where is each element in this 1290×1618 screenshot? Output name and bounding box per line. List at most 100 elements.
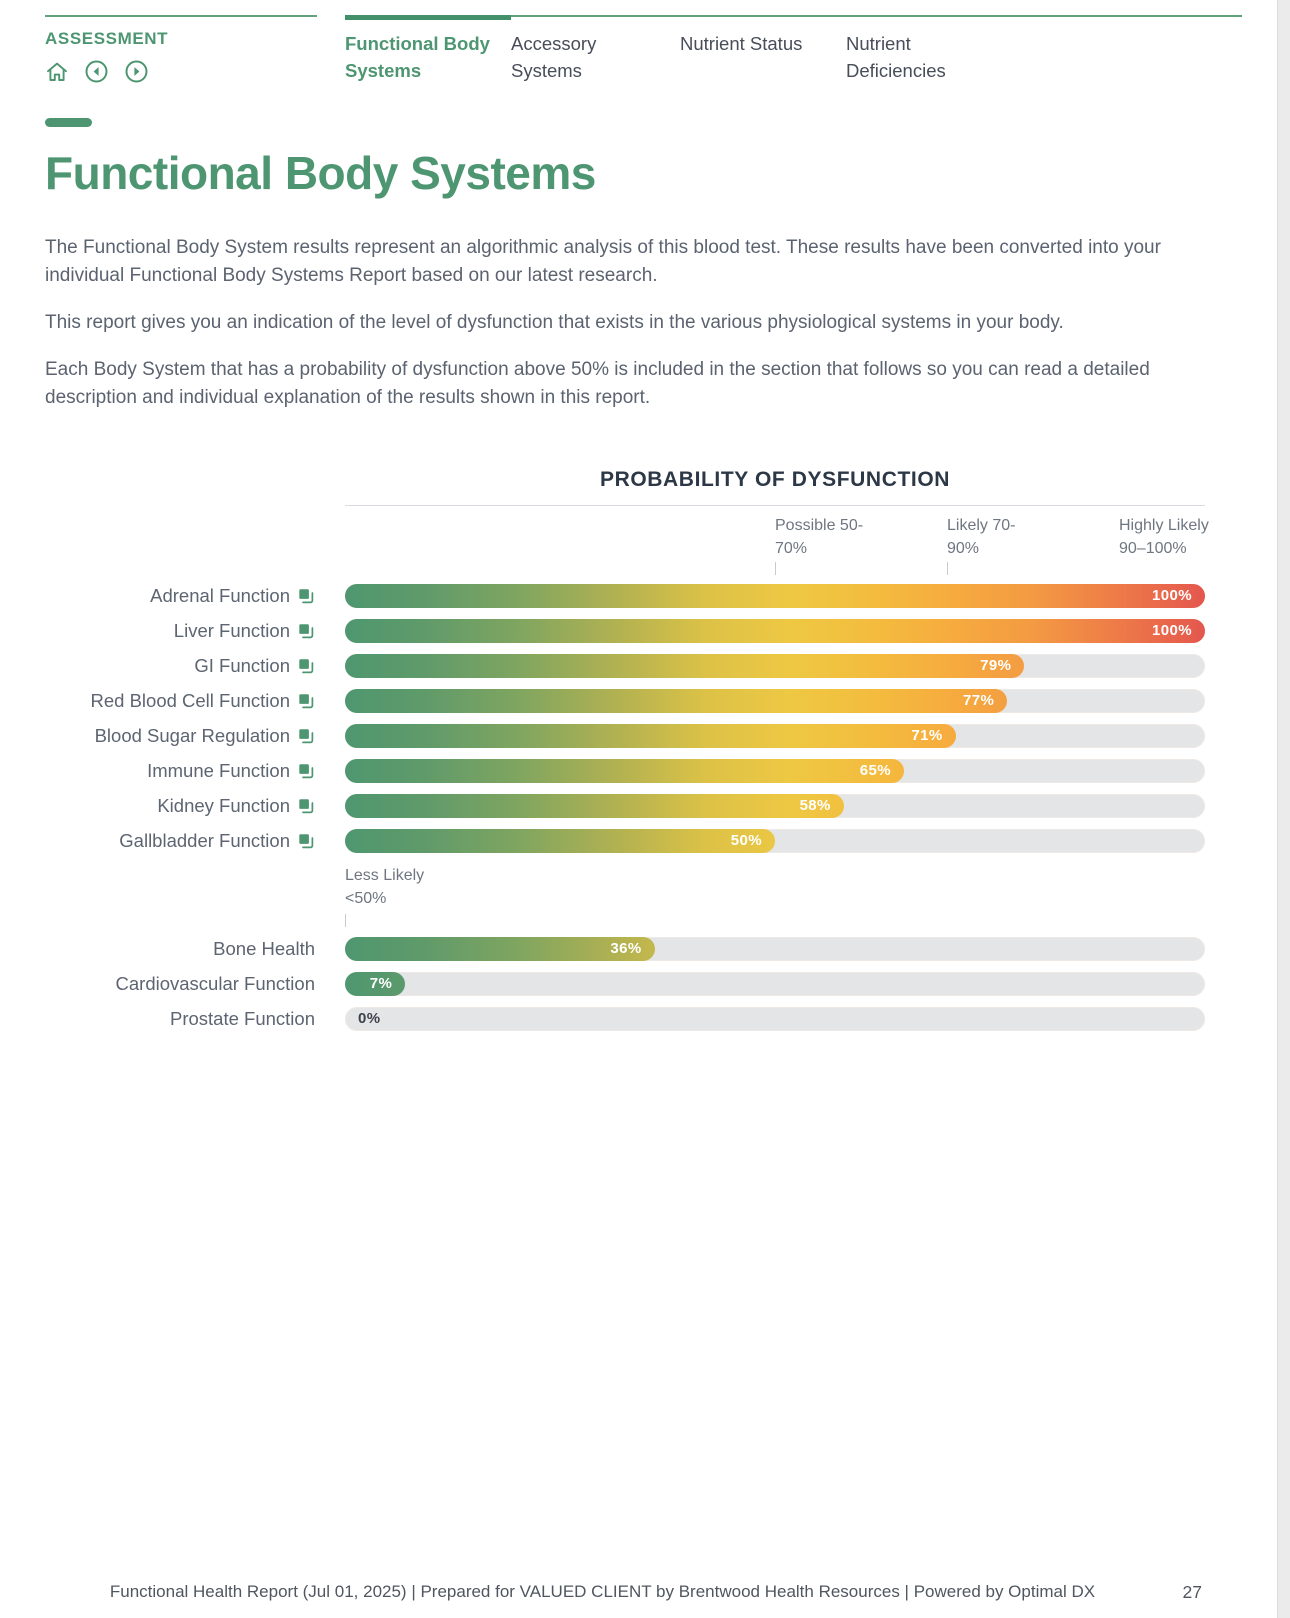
bar-value: 58% xyxy=(799,797,831,814)
bar-fill: 7% xyxy=(345,972,406,996)
tab-label: Nutrient Deficiencies xyxy=(846,33,946,81)
bar-label-text: Gallbladder Function xyxy=(119,830,290,851)
tab-bar: Functional Body Systems Accessory Systems… xyxy=(345,15,1242,84)
tab-nutrient-deficiencies[interactable]: Nutrient Deficiencies xyxy=(846,15,1242,84)
bar-gradient xyxy=(345,794,844,818)
bar-gradient xyxy=(345,584,1205,608)
chart-row-immune-function: Immune Function 65% xyxy=(45,759,1205,783)
chart-rows: Adrenal Function 100% Liver Function 100%… xyxy=(45,584,1205,1031)
bar-fill: 100% xyxy=(345,619,1205,643)
section-label: ASSESSMENT xyxy=(45,29,169,48)
report-link-icon[interactable] xyxy=(297,727,315,745)
threshold-label-highly-likely: Highly Likely 90–100% xyxy=(1119,517,1209,557)
bar-label-text: Liver Function xyxy=(173,620,290,641)
bar-value: 36% xyxy=(610,940,642,957)
bar-label-text: Prostate Function xyxy=(170,1008,315,1029)
page-title: Functional Body Systems xyxy=(45,147,596,199)
bar-label: Adrenal Function xyxy=(45,585,345,607)
bar-label: Prostate Function xyxy=(45,1008,345,1030)
bar-label: Liver Function xyxy=(45,620,345,642)
chart-row-cardiovascular-function: Cardiovascular Function 7% xyxy=(45,972,1205,996)
prev-circle-icon[interactable] xyxy=(84,59,109,84)
chart-row-adrenal-function: Adrenal Function 100% xyxy=(45,584,1205,608)
chart-row-bone-health: Bone Health 36% xyxy=(45,937,1205,961)
bar-gradient xyxy=(345,654,1025,678)
threshold-tick xyxy=(775,562,776,575)
less-likely-label: Less Likely <50% xyxy=(345,864,1205,927)
next-circle-icon[interactable] xyxy=(124,59,149,84)
tab-nutrient-status[interactable]: Nutrient Status xyxy=(680,15,846,84)
report-link-icon[interactable] xyxy=(297,762,315,780)
bar-gradient xyxy=(345,689,1008,713)
bar-fill: 77% xyxy=(345,689,1008,713)
report-link-icon[interactable] xyxy=(297,622,315,640)
bar-value: 100% xyxy=(1152,622,1192,639)
chart-row-gi-function: GI Function 79% xyxy=(45,654,1205,678)
bar-label-text: Bone Health xyxy=(213,938,315,959)
bar-gradient xyxy=(345,619,1205,643)
bar-label: GI Function xyxy=(45,655,345,677)
bar-value: 65% xyxy=(859,762,891,779)
bar-fill: 58% xyxy=(345,794,844,818)
bar-label: Cardiovascular Function xyxy=(45,973,345,995)
bar-label-text: Cardiovascular Function xyxy=(115,973,315,994)
nav-icons xyxy=(45,59,317,84)
report-link-icon[interactable] xyxy=(297,657,315,675)
footer-text: Functional Health Report (Jul 01, 2025) … xyxy=(109,1582,1096,1601)
bar-value: 71% xyxy=(911,727,943,744)
report-link-icon[interactable] xyxy=(297,587,315,605)
bar-track: 79% xyxy=(345,654,1205,678)
page-number: 27 xyxy=(1182,1582,1202,1602)
tab-functional-body-systems[interactable]: Functional Body Systems xyxy=(345,15,511,84)
threshold-tick xyxy=(947,562,948,575)
bar-value: 7% xyxy=(369,975,393,992)
bar-track: 36% xyxy=(345,937,1205,961)
tab-label: Functional Body Systems xyxy=(345,33,490,81)
bar-track: 58% xyxy=(345,794,1205,818)
bar-track: 0% xyxy=(345,1007,1205,1031)
chart-row-red-blood-cell-function: Red Blood Cell Function 77% xyxy=(45,689,1205,713)
tab-label: Nutrient Status xyxy=(680,33,803,54)
intro-paragraph-3: Each Body System that has a probability … xyxy=(45,359,1150,408)
bar-fill: 71% xyxy=(345,724,956,748)
bar-label-text: GI Function xyxy=(194,655,290,676)
heading-dash xyxy=(45,118,92,127)
threshold-tick xyxy=(345,914,346,927)
bar-track: 65% xyxy=(345,759,1205,783)
bar-label: Gallbladder Function xyxy=(45,830,345,852)
bar-fill: 50% xyxy=(345,829,775,853)
intro-text: The Functional Body System results repre… xyxy=(45,234,1207,431)
tab-label: Accessory Systems xyxy=(511,33,597,81)
chart-row-liver-function: Liver Function 100% xyxy=(45,619,1205,643)
chart-row-kidney-function: Kidney Function 58% xyxy=(45,794,1205,818)
bar-value: 0% xyxy=(358,1010,381,1027)
home-icon[interactable] xyxy=(45,60,69,84)
report-link-icon[interactable] xyxy=(297,832,315,850)
dysfunction-chart: PROBABILITY OF DYSFUNCTION Possible 50-7… xyxy=(45,468,1209,1042)
report-link-icon[interactable] xyxy=(297,797,315,815)
bar-value: 100% xyxy=(1152,587,1192,604)
bar-track: 71% xyxy=(345,724,1205,748)
chart-row-gallbladder-function: Gallbladder Function 50% xyxy=(45,829,1205,853)
bar-label-text: Kidney Function xyxy=(157,795,290,816)
bar-fill: 100% xyxy=(345,584,1205,608)
intro-paragraph-2: This report gives you an indication of t… xyxy=(45,312,1064,333)
bar-track: 100% xyxy=(345,619,1205,643)
bar-gradient xyxy=(345,759,904,783)
bar-gradient xyxy=(345,724,956,748)
chart-title: PROBABILITY OF DYSFUNCTION xyxy=(599,468,951,491)
chart-row-prostate-function: Prostate Function 0% xyxy=(45,1007,1205,1031)
threshold-legend: Possible 50-70% Likely 70-90% Highly Likel… xyxy=(345,506,1209,584)
bar-track: 50% xyxy=(345,829,1205,853)
bar-value: 77% xyxy=(962,692,995,709)
bar-fill: 79% xyxy=(345,654,1025,678)
bar-label-text: Red Blood Cell Function xyxy=(90,690,291,711)
bar-label: Bone Health xyxy=(45,938,345,960)
tab-accessory-systems[interactable]: Accessory Systems xyxy=(511,15,680,84)
bar-gradient xyxy=(345,972,406,996)
report-link-icon[interactable] xyxy=(297,692,315,710)
intro-paragraph-1: The Functional Body System results repre… xyxy=(45,237,1161,286)
bar-label: Red Blood Cell Function xyxy=(45,690,345,712)
bar-value: 79% xyxy=(980,657,1012,674)
bar-value: 50% xyxy=(730,832,762,849)
